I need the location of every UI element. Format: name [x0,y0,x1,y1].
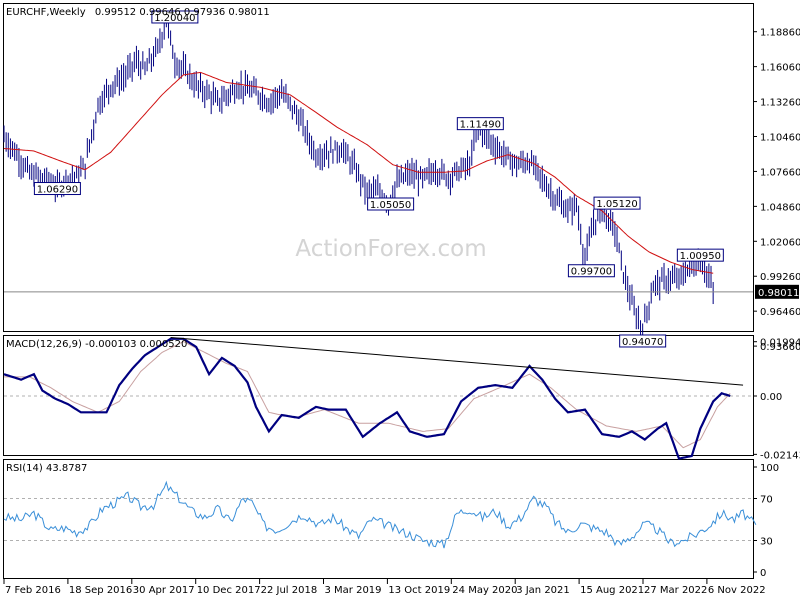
x-tick-label: 24 May 2020 [452,585,517,596]
macd-line [3,337,731,460]
price-label-text: 0.94070 [622,337,663,348]
rsi-line [3,480,757,549]
x-tick-label: 27 Mar 2022 [644,585,707,596]
y-tick-label: 0.93660 [760,342,800,353]
price-label-text: 1.20040 [154,13,195,24]
price-label-box [33,182,81,196]
ohlc-readout: 0.99512 0.99646 0.97936 0.98011 [95,7,270,18]
y-tick-label: 0.96460 [760,307,800,318]
y-tick-label: 1.07660 [760,167,800,178]
y-tick-label: 1.18860 [760,28,800,39]
price-label-text: 1.11490 [460,120,501,131]
x-tick-label: 10 Dec 2017 [197,585,261,596]
current-price-badge [755,284,799,299]
price-label: 0.94070 [619,334,667,348]
price-label-box [676,248,724,262]
price-label-box [567,264,615,278]
macd-y-tick-label: 0.019943 [760,338,800,349]
price-label: 1.11490 [456,117,504,131]
x-tick-label: 30 Apr 2017 [133,585,195,596]
price-label-box [593,196,641,210]
y-tick-label: 1.13260 [760,98,800,109]
rsi-panel-header: RSI(14) 43.8787 [6,463,87,474]
rsi-y-tick-label: 30 [760,537,773,548]
macd-signal-line [4,340,731,449]
price-label-box [456,117,504,131]
macd-trendline [170,336,744,386]
price-label: 1.05050 [367,197,415,211]
y-tick-label: 1.16060 [760,63,800,74]
x-tick-label: 13 Oct 2019 [388,585,450,596]
x-tick-label: 3 Jan 2021 [516,585,570,596]
price-label-text: 1.00950 [680,251,721,262]
price-label-box [619,334,667,348]
price-label: 1.05120 [593,196,641,210]
y-tick-label: 1.04860 [760,202,800,213]
macd-y-tick-label: -0.021434 [760,450,800,461]
price-label-box [151,10,199,24]
price-label: 1.06290 [33,182,81,196]
rsi-series [3,480,757,549]
macd-panel-header: MACD(12,26,9) -0.000103 0.000520 [6,339,187,350]
watermark: ActionForex.com [295,236,486,262]
price-label: 1.00950 [676,248,724,262]
macd-series [3,336,753,460]
symbol-title: EURCHF,Weekly [6,7,86,18]
price-label-group: 1.20040 1.06290 1.11490 1.05050 0.99700 1.051… [33,10,724,348]
current-price-badge-text: 0.98011 [758,288,799,299]
x-tick-label: 6 Nov 2022 [708,585,766,596]
axis-group: 1.18860 1.16060 1.13260 1.10460 1.07660 1.048… [3,28,800,596]
price-panel-frame [3,3,754,332]
price-label: 0.99700 [567,264,615,278]
rsi-y-tick-label: 70 [760,495,773,506]
price-label-text: 1.05050 [370,200,411,211]
price-series [3,16,753,348]
rsi-y-tick-label: 100 [760,463,779,474]
price-label-text: 0.99700 [571,267,612,278]
x-tick-label: 22 Jul 2018 [261,585,318,596]
x-tick-label: 3 Mar 2019 [325,585,382,596]
x-tick-label: 7 Feb 2016 [5,585,61,596]
x-tick-label: 15 Aug 2021 [580,585,644,596]
y-tick-label: 0.99260 [760,272,800,283]
y-tick-label: 1.02060 [760,237,800,248]
price-label-text: 1.06290 [37,185,78,196]
macd-y-tick-label: 0.00 [760,392,782,403]
y-tick-label: 1.10460 [760,133,800,144]
price-label-text: 1.05120 [596,199,637,210]
price-panel-header: EURCHF,Weekly 0.99512 0.99646 0.97936 0.… [6,7,270,18]
rsi-panel-frame [3,459,754,579]
price-label: 1.20040 [151,10,199,24]
price-label-box [367,197,415,211]
rsi-y-tick-label: 0 [760,568,766,579]
x-tick-label: 18 Sep 2016 [69,585,132,596]
